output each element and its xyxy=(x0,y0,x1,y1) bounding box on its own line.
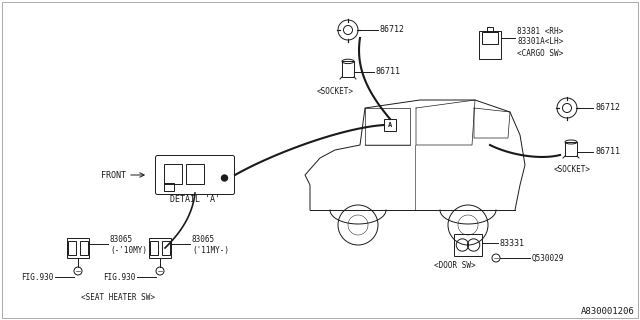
Text: A: A xyxy=(388,122,392,128)
Bar xyxy=(483,32,498,44)
Text: (-'10MY): (-'10MY) xyxy=(110,245,147,254)
Bar xyxy=(565,142,577,156)
Bar xyxy=(163,182,173,190)
Text: A830001206: A830001206 xyxy=(581,307,635,316)
Text: FIG.930: FIG.930 xyxy=(22,273,54,282)
Text: 83381 <RH>: 83381 <RH> xyxy=(517,28,563,36)
Bar xyxy=(79,241,88,255)
Bar xyxy=(161,241,170,255)
Text: ('11MY-): ('11MY-) xyxy=(192,245,229,254)
Text: FRONT: FRONT xyxy=(101,171,126,180)
Text: Q530029: Q530029 xyxy=(532,253,564,262)
Bar xyxy=(486,27,493,32)
Text: DETAIL 'A': DETAIL 'A' xyxy=(170,195,220,204)
Text: 86712: 86712 xyxy=(595,103,620,113)
Circle shape xyxy=(221,175,227,181)
Text: <SOCKET>: <SOCKET> xyxy=(317,87,353,97)
Text: FIG.930: FIG.930 xyxy=(104,273,136,282)
Text: <DOOR SW>: <DOOR SW> xyxy=(434,261,476,270)
Bar xyxy=(454,234,482,256)
Bar xyxy=(384,119,396,131)
Text: <SOCKET>: <SOCKET> xyxy=(554,165,591,174)
Bar xyxy=(67,238,89,258)
Text: 86711: 86711 xyxy=(595,148,620,156)
Bar xyxy=(68,241,76,255)
Text: 83065: 83065 xyxy=(192,236,215,244)
Text: 86711: 86711 xyxy=(376,68,401,76)
Bar xyxy=(479,31,501,59)
Text: 86712: 86712 xyxy=(380,26,405,35)
Bar xyxy=(163,164,182,183)
Text: <SEAT HEATER SW>: <SEAT HEATER SW> xyxy=(81,293,155,302)
Bar xyxy=(150,241,159,255)
Text: <CARGO SW>: <CARGO SW> xyxy=(517,50,563,59)
Bar xyxy=(186,164,204,183)
Bar xyxy=(149,238,171,258)
Bar xyxy=(342,61,354,77)
Text: 83301A<LH>: 83301A<LH> xyxy=(517,37,563,46)
Text: 83331: 83331 xyxy=(500,238,525,247)
Text: 83065: 83065 xyxy=(110,236,133,244)
